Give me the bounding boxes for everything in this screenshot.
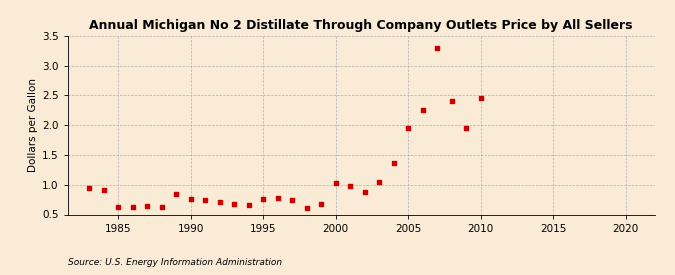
Point — [403, 125, 414, 130]
Point — [244, 203, 254, 207]
Point — [374, 180, 385, 184]
Point — [258, 197, 269, 201]
Point — [200, 198, 211, 202]
Point — [215, 200, 225, 204]
Point — [171, 192, 182, 196]
Point — [113, 205, 124, 209]
Point — [142, 204, 153, 208]
Point — [446, 99, 457, 103]
Point — [388, 161, 399, 166]
Point — [475, 96, 486, 101]
Point — [432, 46, 443, 51]
Point — [186, 197, 196, 201]
Point — [84, 186, 95, 191]
Point — [272, 196, 283, 200]
Point — [301, 206, 312, 210]
Point — [461, 125, 472, 130]
Point — [128, 205, 138, 210]
Point — [287, 197, 298, 202]
Point — [417, 108, 428, 112]
Point — [157, 205, 167, 209]
Point — [229, 202, 240, 206]
Y-axis label: Dollars per Gallon: Dollars per Gallon — [28, 78, 38, 172]
Title: Annual Michigan No 2 Distillate Through Company Outlets Price by All Sellers: Annual Michigan No 2 Distillate Through … — [89, 19, 633, 32]
Point — [359, 190, 370, 195]
Text: Source: U.S. Energy Information Administration: Source: U.S. Energy Information Administ… — [68, 258, 281, 267]
Point — [99, 188, 109, 192]
Point — [316, 202, 327, 207]
Point — [345, 184, 356, 189]
Point — [330, 181, 341, 185]
